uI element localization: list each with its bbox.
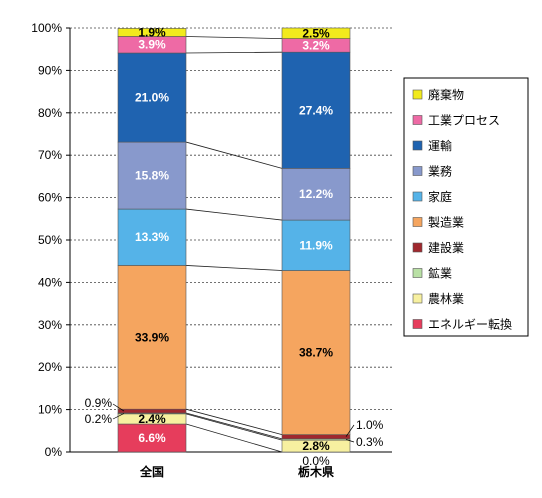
y-tick-label: 10% — [38, 403, 62, 417]
data-label: 0.9% — [85, 396, 113, 410]
legend-swatch — [412, 293, 423, 304]
y-tick-label: 20% — [38, 360, 62, 374]
y-tick-label: 80% — [38, 106, 62, 120]
leader-line — [112, 403, 125, 412]
data-label: 0.0% — [302, 454, 330, 468]
data-label: 12.2% — [299, 187, 333, 201]
data-label: 2.4% — [138, 412, 166, 426]
leader-line — [112, 413, 125, 420]
legend-swatch — [412, 268, 423, 278]
data-label: 1.9% — [138, 25, 166, 39]
legend-swatch — [412, 89, 423, 100]
y-tick-label: 40% — [38, 275, 62, 289]
bar-segment — [117, 141, 187, 210]
data-label: 0.2% — [85, 412, 113, 426]
legend-swatch — [412, 217, 423, 227]
leader-line — [345, 439, 355, 443]
connector-line — [185, 208, 283, 221]
category-label: 栃木県 — [298, 464, 334, 479]
bar-segment — [281, 168, 351, 221]
connector-line — [185, 412, 283, 440]
connector-line — [185, 408, 283, 436]
legend-label: 業務 — [428, 165, 452, 179]
data-label: 15.8% — [135, 169, 169, 183]
connector-line — [185, 51, 283, 54]
legend-swatch — [412, 242, 423, 253]
legend-label: 製造業 — [428, 216, 464, 230]
connector-line — [185, 36, 283, 39]
bar-segment — [281, 51, 351, 169]
data-label: 6.6% — [138, 431, 166, 445]
bar-segment — [117, 265, 187, 410]
legend-label: 建設業 — [428, 240, 464, 255]
bar-segment — [281, 270, 351, 435]
legend-swatch — [412, 191, 423, 202]
data-label: 1.0% — [356, 418, 384, 432]
bar-segment — [117, 28, 187, 37]
data-label: 27.4% — [299, 103, 333, 117]
legend-swatch — [412, 140, 423, 151]
y-tick-label: 60% — [38, 191, 62, 205]
legend-label: 農林業 — [428, 292, 464, 306]
data-label: 11.9% — [299, 238, 333, 252]
legend-label: 工業プロセス — [428, 114, 500, 128]
data-label: 3.9% — [138, 38, 166, 52]
y-tick-label: 90% — [38, 63, 62, 77]
bar-segment — [281, 27, 351, 39]
bar-segment — [117, 423, 187, 453]
legend-swatch — [412, 166, 423, 176]
data-label: 3.2% — [302, 38, 330, 52]
legend-swatch — [412, 319, 423, 329]
bar-segment — [117, 52, 187, 143]
connector-line — [185, 413, 283, 441]
connector-line — [185, 423, 283, 453]
y-tick-label: 50% — [38, 233, 62, 247]
legend-label: エネルギー転換 — [428, 318, 512, 332]
legend-swatch — [412, 115, 423, 125]
y-tick-label: 100% — [31, 21, 62, 35]
y-tick-label: 70% — [38, 148, 62, 162]
connector-line — [185, 265, 283, 271]
category-label: 全国 — [139, 464, 164, 479]
connector-line — [185, 141, 283, 169]
leader-line — [345, 424, 355, 437]
data-label: 2.8% — [302, 439, 330, 453]
y-tick-label: 30% — [38, 318, 62, 332]
data-label: 2.5% — [302, 26, 330, 40]
data-label: 13.3% — [135, 230, 169, 244]
bar-segment — [281, 219, 351, 271]
legend-label: 運輸 — [428, 138, 452, 153]
legend-label: 廃棄物 — [428, 87, 464, 102]
legend-label: 鉱業 — [428, 266, 452, 281]
data-label: 21.0% — [135, 91, 169, 105]
legend-box — [403, 77, 529, 337]
bar-segment — [117, 208, 187, 266]
data-label: 33.9% — [135, 330, 169, 344]
y-tick-label: 0% — [45, 445, 63, 459]
data-label: 38.7% — [299, 346, 333, 360]
data-label: 0.3% — [356, 435, 384, 449]
legend-label: 家庭 — [428, 189, 452, 204]
